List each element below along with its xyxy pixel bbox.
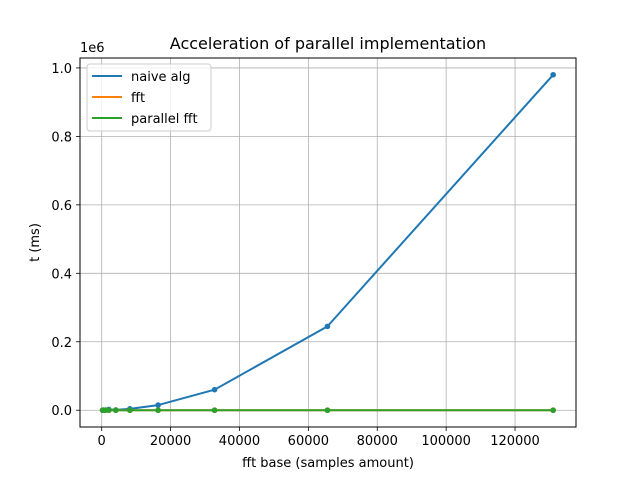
data-point-naive-alg xyxy=(550,71,556,78)
legend-label-parallel-fft: parallel fft xyxy=(131,112,198,127)
y-tick-label: 0.0 xyxy=(51,404,72,419)
data-point-parallel-fft xyxy=(127,407,133,414)
data-point-parallel-fft xyxy=(155,407,161,414)
y-offset-label: 1e6 xyxy=(80,41,105,56)
y-tick-label: 0.2 xyxy=(51,336,72,351)
plot-frame xyxy=(79,57,577,428)
x-tick-label: 100000 xyxy=(421,434,471,449)
legend: naive alg fft parallel fft xyxy=(86,63,212,132)
x-tick-label: 80000 xyxy=(357,434,398,449)
legend-label-naive-alg: naive alg xyxy=(131,70,190,85)
y-tick-label: 0.6 xyxy=(51,199,72,214)
data-point-naive-alg xyxy=(155,402,161,408)
y-tick-label: 0.4 xyxy=(51,267,72,282)
data-point-parallel-fft xyxy=(550,407,556,414)
data-point-parallel-fft xyxy=(105,407,112,414)
plot-series xyxy=(99,71,556,414)
legend-label-fft: fft xyxy=(131,91,145,106)
data-point-parallel-fft xyxy=(113,407,119,414)
data-point-naive-alg xyxy=(211,386,218,393)
chart-title: Acceleration of parallel implementation xyxy=(170,34,486,53)
y-axis-title: t (ms) xyxy=(28,223,43,262)
y-tick-label: 0.8 xyxy=(51,130,72,145)
x-tick-label: 0 xyxy=(98,434,106,449)
x-tick-label: 60000 xyxy=(288,434,329,449)
data-point-parallel-fft xyxy=(211,407,218,414)
y-tick-label: 1.0 xyxy=(51,62,72,77)
x-tick-label: 120000 xyxy=(490,434,540,449)
legend-box xyxy=(86,63,212,132)
x-tick-label: 40000 xyxy=(219,434,260,449)
x-axis-title: fft base (samples amount) xyxy=(242,456,414,471)
x-tick-label: 20000 xyxy=(150,434,191,449)
data-point-naive-alg xyxy=(324,323,331,330)
axis-ticks: 0 20000 40000 60000 80000 100000 120000 0.0 0.2 0… xyxy=(51,62,540,449)
data-point-parallel-fft xyxy=(324,407,331,414)
